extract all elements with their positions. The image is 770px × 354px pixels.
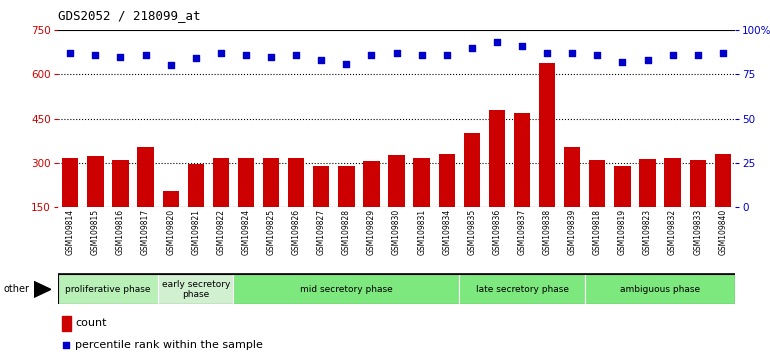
Point xyxy=(290,52,303,58)
Bar xyxy=(58,274,158,304)
Point xyxy=(114,54,126,59)
Point xyxy=(591,52,604,58)
Text: GSM109839: GSM109839 xyxy=(567,209,577,255)
Bar xyxy=(238,159,254,207)
Bar xyxy=(489,110,505,207)
Bar xyxy=(459,274,584,304)
Point xyxy=(64,50,76,56)
Point xyxy=(265,54,277,59)
Bar xyxy=(263,159,280,207)
Text: GDS2052 / 218099_at: GDS2052 / 218099_at xyxy=(58,9,200,22)
Bar xyxy=(233,274,459,304)
Point xyxy=(466,45,478,51)
Text: GSM109827: GSM109827 xyxy=(316,209,326,255)
Bar xyxy=(213,159,229,207)
Text: mid secretory phase: mid secretory phase xyxy=(300,285,393,294)
Bar xyxy=(87,156,103,207)
Bar xyxy=(188,164,204,207)
Text: GSM109818: GSM109818 xyxy=(593,209,602,255)
Bar xyxy=(715,154,731,207)
Text: GSM109814: GSM109814 xyxy=(65,209,75,255)
Point xyxy=(390,50,403,56)
Bar xyxy=(158,274,233,304)
Point xyxy=(541,50,554,56)
Text: GSM109823: GSM109823 xyxy=(643,209,652,255)
Text: ambiguous phase: ambiguous phase xyxy=(620,285,700,294)
Text: percentile rank within the sample: percentile rank within the sample xyxy=(75,339,263,350)
Text: GSM109815: GSM109815 xyxy=(91,209,100,255)
Bar xyxy=(413,159,430,207)
Point xyxy=(667,52,679,58)
Text: GSM109830: GSM109830 xyxy=(392,209,401,255)
Point xyxy=(416,52,428,58)
Point xyxy=(89,52,102,58)
Bar xyxy=(338,166,354,207)
Text: GSM109825: GSM109825 xyxy=(266,209,276,255)
Point xyxy=(516,43,528,49)
Bar xyxy=(639,159,656,207)
Text: proliferative phase: proliferative phase xyxy=(65,285,151,294)
Text: late secretory phase: late secretory phase xyxy=(476,285,568,294)
Point xyxy=(717,50,729,56)
Bar xyxy=(539,63,555,207)
Point xyxy=(490,40,503,45)
Text: GSM109835: GSM109835 xyxy=(467,209,477,255)
Bar xyxy=(584,274,735,304)
Bar xyxy=(439,154,455,207)
Bar xyxy=(162,191,179,207)
Bar xyxy=(112,160,129,207)
Text: GSM109824: GSM109824 xyxy=(242,209,250,255)
Bar xyxy=(137,147,154,207)
Point xyxy=(321,245,333,251)
Point xyxy=(189,56,202,61)
Text: GSM109834: GSM109834 xyxy=(442,209,451,255)
Point xyxy=(165,63,177,68)
Text: count: count xyxy=(75,318,106,329)
Text: GSM109819: GSM109819 xyxy=(618,209,627,255)
Bar xyxy=(614,166,631,207)
Bar xyxy=(313,166,330,207)
Text: GSM109829: GSM109829 xyxy=(367,209,376,255)
Point xyxy=(616,59,628,65)
Text: other: other xyxy=(4,284,30,295)
Text: GSM109837: GSM109837 xyxy=(517,209,527,255)
Bar xyxy=(62,316,71,331)
Bar xyxy=(514,113,531,207)
Point xyxy=(239,52,252,58)
Text: GSM109816: GSM109816 xyxy=(116,209,125,255)
Text: GSM109822: GSM109822 xyxy=(216,209,226,255)
Point xyxy=(340,61,353,67)
Point xyxy=(440,52,453,58)
Bar xyxy=(564,147,581,207)
Bar xyxy=(62,159,79,207)
Point xyxy=(641,57,654,63)
Point xyxy=(566,50,578,56)
Point xyxy=(691,52,704,58)
Text: GSM109838: GSM109838 xyxy=(543,209,551,255)
Bar xyxy=(363,161,380,207)
Bar xyxy=(589,160,605,207)
Text: GSM109828: GSM109828 xyxy=(342,209,351,255)
Bar xyxy=(288,159,304,207)
Point xyxy=(315,57,327,63)
Point xyxy=(215,50,227,56)
Text: GSM109832: GSM109832 xyxy=(668,209,677,255)
Point xyxy=(365,52,377,58)
Text: GSM109833: GSM109833 xyxy=(693,209,702,255)
Text: GSM109821: GSM109821 xyxy=(191,209,200,255)
Text: GSM109831: GSM109831 xyxy=(417,209,426,255)
Polygon shape xyxy=(34,281,51,297)
Text: GSM109836: GSM109836 xyxy=(493,209,501,255)
Text: early secretory
phase: early secretory phase xyxy=(162,280,230,299)
Bar xyxy=(690,160,706,207)
Point xyxy=(139,52,152,58)
Bar xyxy=(388,155,405,207)
Text: GSM109826: GSM109826 xyxy=(292,209,300,255)
Text: GSM109817: GSM109817 xyxy=(141,209,150,255)
Bar xyxy=(464,133,480,207)
Text: GSM109840: GSM109840 xyxy=(718,209,728,255)
Text: GSM109820: GSM109820 xyxy=(166,209,176,255)
Bar xyxy=(665,159,681,207)
